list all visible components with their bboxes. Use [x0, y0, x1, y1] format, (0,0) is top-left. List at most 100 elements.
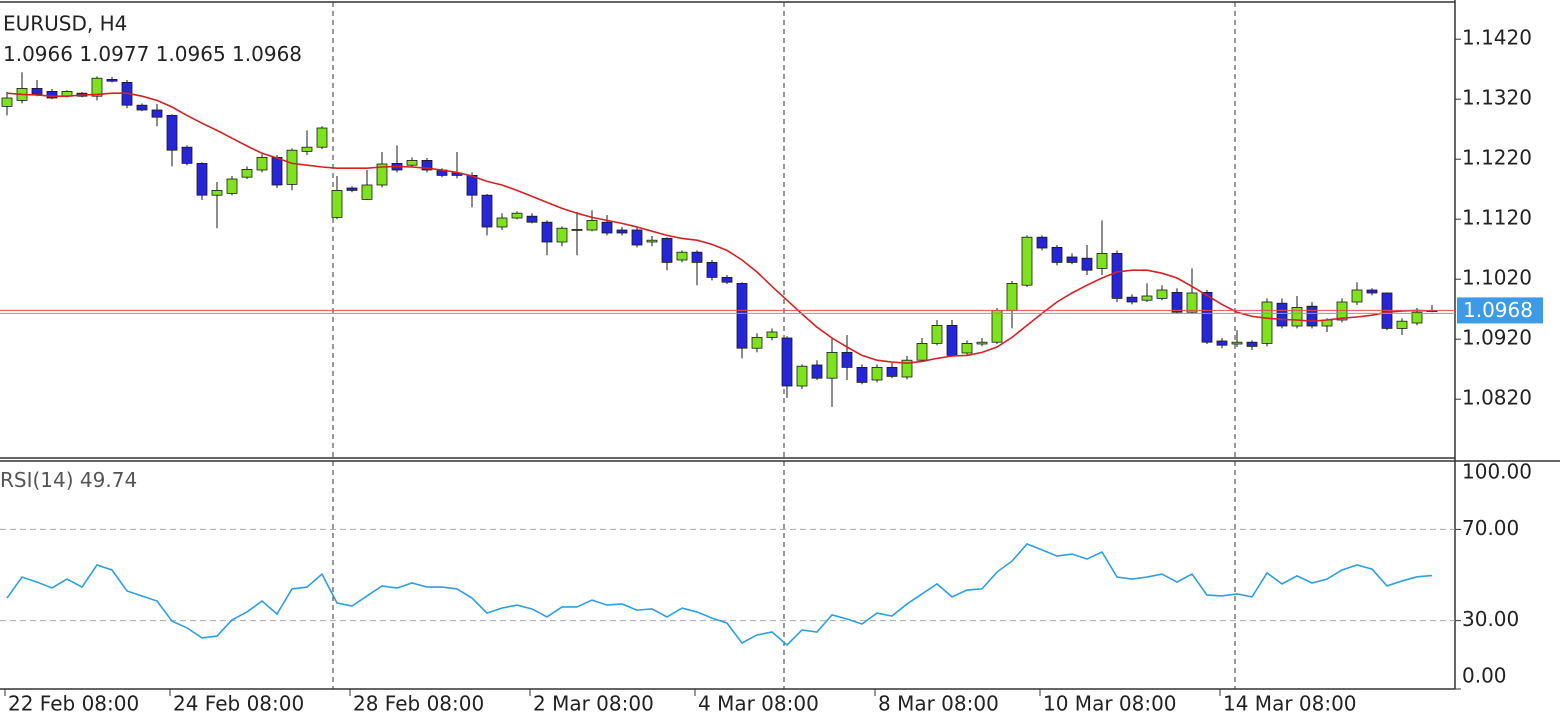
x-tick-label: 10 Mar 08:00 [1043, 692, 1177, 716]
candle-body [1261, 301, 1273, 344]
candle-body [361, 184, 373, 200]
candle-body [316, 127, 328, 148]
indicator-line [6, 543, 1433, 647]
candle-body [1006, 282, 1018, 311]
candle-body [211, 189, 223, 196]
candle-body [631, 229, 643, 246]
candle-body [166, 115, 178, 151]
x-tick-label: 28 Feb 08:00 [353, 692, 484, 716]
candle-body [601, 221, 613, 234]
candle-body [1351, 289, 1363, 303]
candle-body [706, 261, 718, 278]
candle-body [556, 227, 568, 243]
candle-body [766, 331, 778, 338]
chart-title: EURUSD, H4 [3, 12, 127, 36]
candle-body [1021, 236, 1033, 286]
open-value: 1.0966 [3, 42, 73, 66]
candle-body [871, 366, 883, 381]
close-value: 1.0968 [232, 42, 302, 66]
candle-body [46, 91, 58, 99]
candle-body [136, 104, 148, 111]
candle-body [271, 156, 283, 186]
candle-body [721, 276, 733, 283]
candle-body [616, 229, 628, 234]
candle-body [31, 88, 43, 95]
candle-body [1186, 292, 1198, 313]
candle-body [241, 168, 253, 178]
y-tick-label: 100.00 [1462, 460, 1532, 484]
candle-body [811, 364, 823, 379]
candle-body [781, 337, 793, 387]
x-tick-label: 22 Feb 08:00 [8, 692, 139, 716]
candle-body [301, 146, 313, 152]
candle-body [1, 97, 13, 107]
candle-body [1096, 252, 1108, 269]
candle-body [1306, 305, 1318, 327]
indicator-name: RSI(14) [0, 468, 74, 492]
candle-body [106, 79, 118, 82]
moving-average-line [6, 92, 1433, 365]
y-tick-label: 1.1320 [1462, 86, 1532, 110]
candle-body [181, 146, 193, 164]
candle-body [586, 219, 598, 231]
candle-body [1066, 256, 1078, 263]
y-tick-label: 1.0920 [1462, 326, 1532, 350]
candle-body [946, 324, 958, 356]
candle-body [796, 365, 808, 387]
candle-body [1291, 306, 1303, 327]
candle-body [151, 109, 163, 118]
candle-body [736, 282, 748, 349]
candle-body [1396, 320, 1408, 329]
candle-body [1231, 341, 1243, 345]
candle-body [1051, 246, 1063, 263]
candle-body [826, 351, 838, 379]
candle-body [1216, 340, 1228, 346]
candle-body [1141, 295, 1153, 301]
candle-body [256, 156, 268, 171]
candle-body [991, 309, 1003, 343]
y-tick-label: 1.1120 [1462, 206, 1532, 230]
candle-body [376, 163, 388, 186]
candle-body [511, 212, 523, 219]
candle-body [856, 366, 868, 383]
candle-body [571, 228, 583, 231]
y-tick-label: 1.1220 [1462, 146, 1532, 170]
x-tick-label: 24 Feb 08:00 [173, 692, 304, 716]
candle-body [1366, 289, 1378, 294]
candle-body [1156, 289, 1168, 299]
candle-body [331, 189, 343, 218]
candle-body [646, 239, 658, 243]
candle-body [286, 149, 298, 185]
indicator-title: RSI(14) 49.74 [0, 468, 137, 492]
candle-body [541, 221, 553, 243]
x-tick-label: 2 Mar 08:00 [533, 692, 654, 716]
candle-body [1081, 257, 1093, 271]
y-tick-label: 0.00 [1462, 664, 1507, 688]
candle-body [196, 162, 208, 196]
candle-body [976, 341, 988, 345]
candle-body [961, 342, 973, 354]
candle-body [1411, 311, 1423, 324]
high-value: 1.0977 [79, 42, 149, 66]
candle-body [1036, 236, 1048, 249]
candle-body [346, 187, 358, 191]
candle-body [1111, 252, 1123, 299]
candle-body [931, 324, 943, 344]
low-value: 1.0965 [156, 42, 226, 66]
x-tick-label: 4 Mar 08:00 [698, 692, 819, 716]
candle-body [481, 194, 493, 228]
candle-body [1126, 296, 1138, 303]
x-tick-label: 8 Mar 08:00 [878, 692, 999, 716]
candle-body [886, 366, 898, 377]
last-price-label: 1.0968 [1463, 298, 1533, 322]
ohlc-readout: 1.0966 1.0977 1.0965 1.0968 [3, 42, 302, 66]
candle-body [496, 217, 508, 228]
y-tick-label: 1.0820 [1462, 386, 1532, 410]
y-tick-label: 70.00 [1462, 516, 1519, 540]
candle-body [466, 174, 478, 196]
candle-body [526, 215, 538, 223]
candle-body [1276, 302, 1288, 327]
candle-body [916, 342, 928, 361]
y-tick-label: 1.1020 [1462, 266, 1532, 290]
